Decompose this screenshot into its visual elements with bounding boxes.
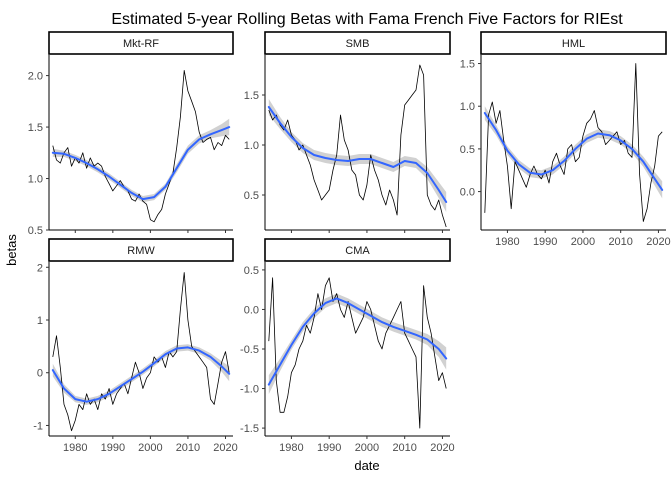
y-tick-label: 2 (37, 262, 43, 274)
y-tick-label: 0.5 (244, 265, 259, 277)
smooth-line (483, 112, 664, 191)
facet-strip-label: CMA (345, 245, 370, 257)
confidence-band (268, 293, 447, 395)
rolling-beta-line (268, 64, 447, 228)
y-tick-label: 0.5 (244, 190, 259, 202)
smooth-line (51, 126, 231, 201)
x-tick-label: 1990 (533, 236, 557, 248)
facet-panel-mkt-rf: Mkt-RF 0.5 1.0 1.5 2.0 (28, 31, 234, 237)
x-tick-label: 2000 (355, 442, 379, 454)
y-tick-label: -0.5 (240, 344, 259, 356)
rolling-beta-line (52, 272, 230, 432)
y-tick-label: 1.0 (460, 101, 475, 113)
facet-strip (48, 31, 234, 55)
rolling-beta-line (484, 63, 663, 222)
y-axis-title: betas (4, 234, 19, 266)
y-tick-label: -1.0 (240, 384, 259, 396)
x-tick-label: 2020 (646, 236, 670, 248)
x-axis-title: date (354, 458, 379, 473)
y-tick-label: 0.5 (460, 144, 475, 156)
facet-panels: Mkt-RF 0.5 1.0 1.5 2.0 SMB 0.5 1.0 1.5 HML 0.0 0.5 1… (28, 31, 671, 454)
y-tick-label: 0.0 (244, 304, 259, 316)
y-tick-label: 0.0 (460, 187, 475, 199)
y-tick-label: 1.5 (460, 59, 475, 71)
x-tick-label: 1980 (495, 236, 519, 248)
x-tick-label: 1980 (63, 442, 87, 454)
facet-strip (480, 31, 667, 55)
y-tick-label: 0.5 (28, 225, 43, 237)
x-tick-label: 2010 (392, 442, 416, 454)
y-tick-label: -1 (33, 420, 43, 432)
facet-strip (264, 238, 451, 262)
x-tick-label: 1980 (279, 442, 303, 454)
x-tick-label: 2010 (176, 442, 200, 454)
chart-title: Estimated 5-year Rolling Betas with Fama… (111, 11, 623, 28)
facet-panel-cma: CMA -1.5 -1.0 -0.5 0.0 0.5 1980 1990 2000 2010 202… (240, 238, 455, 454)
y-tick-label: 1 (37, 315, 43, 327)
x-tick-label: 2020 (430, 442, 454, 454)
y-tick-label: 1.0 (244, 140, 259, 152)
facet-strip (48, 238, 234, 262)
y-tick-label: 2.0 (28, 71, 43, 83)
smooth-line (267, 106, 448, 203)
rolling-beta-line (268, 277, 447, 429)
x-tick-label: 2000 (138, 442, 162, 454)
facet-strip-label: Mkt-RF (123, 38, 159, 50)
x-tick-label: 2020 (213, 442, 237, 454)
facet-strip-label: SMB (346, 38, 370, 50)
facet-panel-rmw: RMW -1 0 1 2 1980 1990 2000 2010 2020 (33, 238, 238, 454)
facet-strip-label: RMW (127, 245, 155, 257)
facet-strip-label: HML (562, 38, 585, 50)
confidence-band (52, 344, 230, 405)
x-tick-label: 2010 (608, 236, 632, 248)
y-tick-label: 0 (37, 368, 43, 380)
facet-panel-hml: HML 0.0 0.5 1.0 1.5 1980 1990 2000 2010 2020 (460, 31, 671, 248)
y-tick-label: 1.5 (28, 122, 43, 134)
facet-strip (264, 31, 451, 55)
facet-panel-smb: SMB 0.5 1.0 1.5 (244, 31, 451, 233)
x-tick-label: 1990 (317, 442, 341, 454)
smooth-line (51, 346, 231, 403)
y-tick-label: -1.5 (240, 423, 259, 435)
x-tick-label: 2000 (571, 236, 595, 248)
confidence-band (268, 99, 447, 212)
smooth-line (267, 297, 448, 386)
x-tick-label: 1990 (101, 442, 125, 454)
y-tick-label: 1.0 (28, 174, 43, 186)
y-tick-label: 1.5 (244, 90, 259, 102)
